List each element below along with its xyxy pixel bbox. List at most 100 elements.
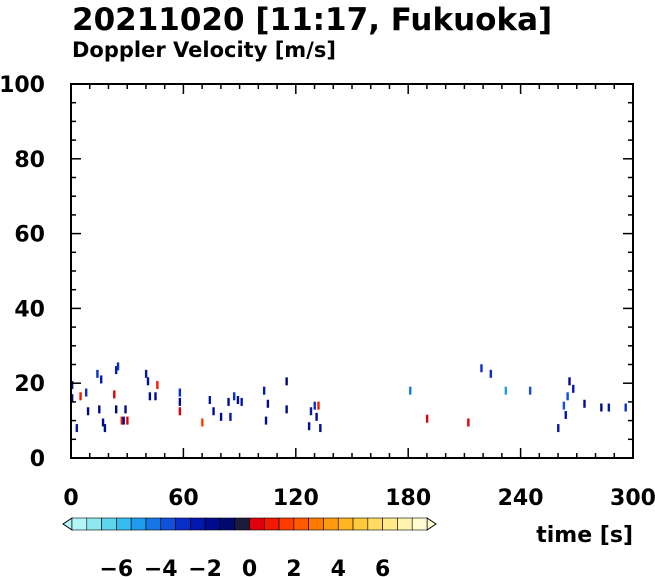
data-point-16 bbox=[122, 416, 125, 425]
x-tick-label: 240 bbox=[498, 486, 544, 511]
colorbar-segment bbox=[130, 517, 147, 531]
data-point-45 bbox=[317, 401, 320, 410]
data-point-15 bbox=[120, 416, 123, 425]
data-point-26 bbox=[178, 407, 182, 416]
colorbar-tick-label: 6 bbox=[375, 557, 390, 577]
colorbar-tick-label: −2 bbox=[188, 557, 222, 577]
data-point-44 bbox=[315, 412, 318, 421]
data-point-3 bbox=[79, 392, 82, 401]
data-point-11 bbox=[113, 390, 116, 399]
data-point-47 bbox=[409, 386, 412, 395]
data-point-50 bbox=[480, 364, 483, 373]
data-point-59 bbox=[572, 384, 575, 393]
data-point-23 bbox=[156, 381, 159, 390]
data-point-0 bbox=[70, 381, 74, 390]
y-tick-labels: 0 20 40 60 80 100 bbox=[0, 73, 45, 472]
colorbar-segment bbox=[411, 517, 428, 531]
y-tick-label: 40 bbox=[14, 297, 45, 322]
y-tick-label: 100 bbox=[0, 73, 45, 98]
data-point-49 bbox=[467, 418, 470, 427]
colorbar-segment bbox=[323, 517, 339, 531]
data-point-6 bbox=[96, 369, 99, 378]
data-point-33 bbox=[232, 392, 236, 401]
y-tick-label: 0 bbox=[30, 447, 45, 472]
x-axis-label: time [s] bbox=[536, 523, 633, 548]
data-point-39 bbox=[285, 377, 288, 386]
colorbar-tick-label: 0 bbox=[242, 557, 257, 577]
data-points bbox=[70, 362, 627, 433]
colorbar-segment bbox=[293, 517, 309, 531]
data-point-12 bbox=[114, 405, 118, 414]
data-point-32 bbox=[229, 412, 232, 421]
data-point-28 bbox=[208, 396, 212, 405]
data-point-9 bbox=[101, 418, 105, 427]
data-point-61 bbox=[600, 403, 603, 412]
data-point-56 bbox=[564, 410, 567, 419]
colorbar-segment bbox=[397, 517, 413, 531]
colorbar-segment bbox=[352, 517, 369, 531]
colorbar-segment bbox=[160, 517, 176, 531]
colorbar-segment bbox=[116, 517, 132, 531]
y-tick-label: 60 bbox=[14, 223, 45, 248]
data-point-36 bbox=[262, 386, 266, 395]
data-point-40 bbox=[285, 405, 288, 414]
data-point-46 bbox=[319, 424, 322, 433]
colorbar bbox=[62, 517, 437, 531]
chart-title: 20211020 [11:17, Fukuoka] bbox=[72, 2, 552, 38]
data-point-55 bbox=[562, 401, 566, 410]
data-point-21 bbox=[148, 392, 152, 401]
colorbar-segment bbox=[101, 517, 117, 531]
colorbar-segment bbox=[234, 517, 250, 531]
data-point-52 bbox=[504, 386, 508, 395]
data-point-24 bbox=[178, 388, 182, 397]
data-point-62 bbox=[607, 403, 611, 412]
colorbar-segment bbox=[219, 517, 236, 531]
colorbar-tick-label: 4 bbox=[331, 557, 346, 577]
data-point-43 bbox=[313, 401, 316, 410]
colorbar-arrow-left bbox=[62, 517, 73, 531]
colorbar-tick-labels: −6 −4 −2 0 2 4 6 bbox=[100, 557, 391, 577]
colorbar-tick-label: 2 bbox=[286, 557, 301, 577]
x-tick-label: 60 bbox=[168, 486, 199, 511]
data-point-27 bbox=[201, 418, 204, 427]
colorbar-arrow-right bbox=[426, 517, 437, 531]
data-point-31 bbox=[227, 397, 230, 406]
colorbar-segment bbox=[249, 517, 265, 531]
data-point-1 bbox=[70, 394, 74, 403]
data-point-18 bbox=[126, 416, 129, 425]
data-point-8 bbox=[99, 375, 103, 384]
data-point-63 bbox=[624, 403, 627, 412]
colorbar-segment bbox=[175, 517, 191, 531]
data-point-4 bbox=[84, 388, 88, 397]
colorbar-segment bbox=[86, 517, 102, 531]
data-point-54 bbox=[557, 424, 560, 433]
data-point-51 bbox=[489, 369, 493, 378]
x-tick-label: 120 bbox=[273, 486, 319, 511]
data-point-34 bbox=[236, 396, 240, 405]
colorbar-tick-label: −4 bbox=[144, 557, 178, 577]
data-point-60 bbox=[583, 399, 586, 408]
colorbar-segment bbox=[71, 517, 88, 531]
data-point-30 bbox=[219, 412, 223, 421]
data-point-29 bbox=[212, 407, 215, 416]
colorbar-segment bbox=[337, 517, 354, 531]
data-point-41 bbox=[307, 422, 311, 431]
data-point-2 bbox=[75, 424, 79, 433]
colorbar-segment bbox=[263, 517, 280, 531]
data-point-57 bbox=[566, 392, 569, 401]
data-point-37 bbox=[264, 416, 268, 425]
colorbar-segment bbox=[308, 517, 324, 531]
data-point-20 bbox=[146, 377, 150, 386]
x-tick-label: 300 bbox=[610, 486, 655, 511]
data-point-42 bbox=[309, 407, 313, 416]
data-point-17 bbox=[124, 405, 127, 414]
data-point-5 bbox=[86, 407, 90, 416]
colorbar-segment bbox=[278, 517, 295, 531]
data-point-38 bbox=[266, 399, 270, 408]
x-tick-label: 180 bbox=[385, 486, 431, 511]
plot-frame bbox=[70, 83, 634, 459]
colorbar-segment bbox=[367, 517, 383, 531]
data-point-19 bbox=[144, 369, 148, 378]
data-point-35 bbox=[240, 397, 243, 406]
colorbar-segment bbox=[382, 517, 398, 531]
